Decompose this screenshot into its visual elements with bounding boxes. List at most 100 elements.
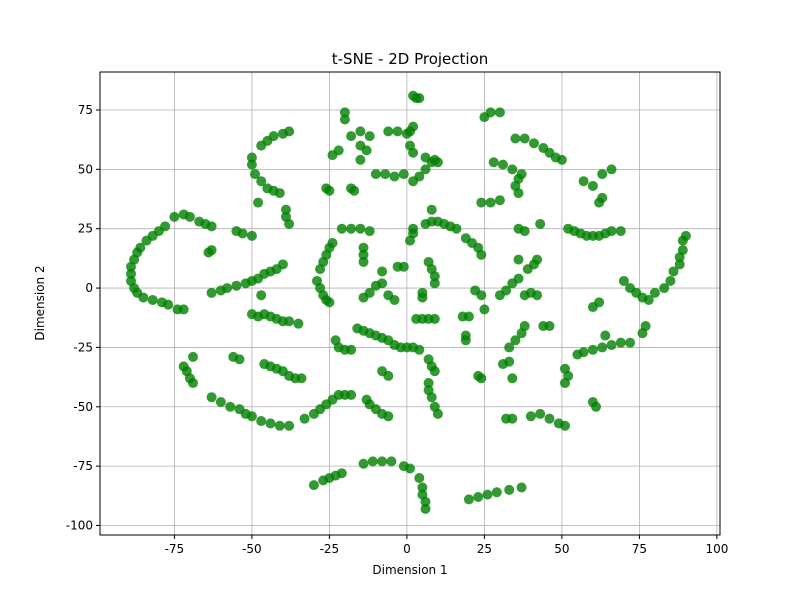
point xyxy=(519,226,530,237)
point xyxy=(451,223,462,234)
y-tick-label: 25 xyxy=(78,222,93,236)
point xyxy=(346,389,357,400)
point xyxy=(510,335,521,346)
point xyxy=(327,237,338,248)
point xyxy=(659,283,670,294)
point xyxy=(420,503,431,514)
point xyxy=(423,378,434,389)
y-tick-label: -75 xyxy=(73,459,93,473)
point xyxy=(516,482,527,493)
point xyxy=(206,392,217,403)
point xyxy=(268,131,279,142)
point xyxy=(370,169,381,180)
point xyxy=(525,411,536,422)
point xyxy=(544,413,555,424)
point xyxy=(392,126,403,137)
point xyxy=(615,337,626,348)
x-tick-label: -50 xyxy=(242,542,262,556)
point xyxy=(256,176,267,187)
point xyxy=(398,169,409,180)
point xyxy=(606,164,617,175)
point xyxy=(188,351,198,362)
point xyxy=(420,496,431,507)
plot-frame xyxy=(99,71,721,536)
point xyxy=(426,204,437,215)
point xyxy=(665,275,676,286)
point xyxy=(349,185,360,196)
point xyxy=(485,107,496,118)
point xyxy=(618,275,629,286)
point xyxy=(389,171,400,182)
point xyxy=(473,370,484,381)
point xyxy=(386,456,397,467)
point xyxy=(519,321,530,332)
x-tick-label: 50 xyxy=(554,542,569,556)
point xyxy=(184,211,195,222)
point xyxy=(358,249,369,260)
point xyxy=(336,223,347,234)
point xyxy=(222,283,233,294)
point xyxy=(147,294,158,305)
point xyxy=(246,152,257,163)
point xyxy=(383,411,394,422)
point xyxy=(560,420,570,431)
point xyxy=(674,259,685,270)
point xyxy=(277,259,288,270)
y-axis-label: Dimension 2 xyxy=(33,265,47,340)
point xyxy=(284,218,295,229)
point xyxy=(519,133,530,144)
y-tick-label: 0 xyxy=(85,281,93,295)
point xyxy=(284,316,295,327)
point xyxy=(377,456,388,467)
point xyxy=(513,188,524,199)
point xyxy=(265,418,276,429)
point xyxy=(293,318,304,329)
point xyxy=(529,138,539,149)
point xyxy=(380,169,391,180)
point xyxy=(358,458,369,469)
point xyxy=(460,335,471,346)
point xyxy=(339,107,350,118)
point xyxy=(587,344,598,355)
x-tick-label: 75 xyxy=(632,542,647,556)
point xyxy=(501,413,512,424)
point xyxy=(246,159,257,170)
point xyxy=(606,340,617,351)
x-tick-label: -75 xyxy=(165,542,185,556)
point xyxy=(408,147,419,158)
point xyxy=(513,273,524,284)
point xyxy=(383,126,394,137)
point xyxy=(476,197,487,208)
point xyxy=(141,235,152,246)
point xyxy=(163,299,174,310)
point xyxy=(383,370,394,381)
point xyxy=(389,294,400,305)
point xyxy=(324,297,335,308)
point xyxy=(429,271,440,282)
point xyxy=(426,392,437,403)
point xyxy=(513,254,524,265)
x-tick-label: -25 xyxy=(320,542,340,556)
point xyxy=(333,145,344,156)
point xyxy=(501,285,512,296)
point xyxy=(420,164,431,175)
point xyxy=(597,342,608,353)
point xyxy=(463,311,474,322)
point xyxy=(138,292,149,303)
point xyxy=(253,197,264,208)
point xyxy=(296,373,307,384)
point xyxy=(600,330,611,341)
y-tick-label: -50 xyxy=(73,400,93,414)
point xyxy=(358,256,369,267)
point xyxy=(429,366,440,377)
point xyxy=(578,176,589,187)
point xyxy=(234,354,245,365)
point xyxy=(398,261,409,272)
point xyxy=(417,482,428,493)
point xyxy=(299,413,310,424)
point xyxy=(355,154,366,165)
point xyxy=(476,290,487,301)
point xyxy=(510,133,521,144)
point xyxy=(231,280,242,291)
